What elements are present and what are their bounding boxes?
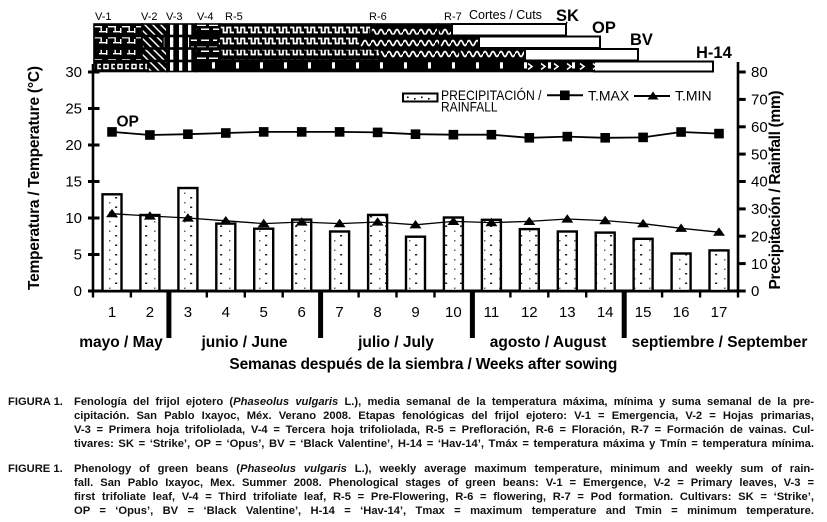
- svg-text:5: 5: [74, 247, 82, 264]
- svg-text:R-5: R-5: [225, 11, 243, 23]
- svg-text:5: 5: [260, 304, 268, 321]
- svg-text:30: 30: [65, 64, 82, 81]
- svg-text:BV: BV: [630, 31, 653, 49]
- svg-text:25: 25: [65, 101, 82, 118]
- svg-text:12: 12: [521, 304, 538, 321]
- svg-text:9: 9: [411, 304, 419, 321]
- svg-text:PRECIPITACIÓN /: PRECIPITACIÓN /: [441, 87, 542, 103]
- svg-text:60: 60: [751, 119, 768, 136]
- svg-text:80: 80: [751, 64, 768, 81]
- svg-text:7: 7: [335, 304, 343, 321]
- svg-text:mayo / May: mayo / May: [79, 334, 163, 351]
- svg-text:T.MAX: T.MAX: [588, 88, 630, 104]
- svg-text:6: 6: [298, 304, 306, 321]
- svg-text:20: 20: [751, 228, 768, 245]
- svg-text:septiembre / September: septiembre / September: [632, 334, 808, 351]
- svg-text:14: 14: [597, 304, 614, 321]
- svg-text:V-3: V-3: [166, 11, 183, 23]
- svg-text:4: 4: [222, 304, 230, 321]
- svg-text:Semanas después de la siembra: Semanas después de la siembra / Weeks af…: [229, 356, 617, 373]
- svg-text:V-1: V-1: [95, 11, 112, 23]
- svg-text:agosto / August: agosto / August: [490, 334, 607, 351]
- svg-text:RAINFALL: RAINFALL: [441, 99, 498, 115]
- svg-text:0: 0: [751, 283, 759, 300]
- svg-text:15: 15: [635, 304, 652, 321]
- svg-text:13: 13: [559, 304, 576, 321]
- svg-text:SK: SK: [556, 7, 579, 25]
- svg-text:2: 2: [146, 304, 154, 321]
- svg-text:40: 40: [751, 174, 768, 191]
- svg-text:Cortes / Cuts: Cortes / Cuts: [469, 8, 542, 22]
- svg-text:10: 10: [65, 210, 82, 227]
- svg-text:1: 1: [108, 304, 116, 321]
- svg-text:10: 10: [751, 256, 768, 273]
- svg-text:30: 30: [751, 201, 768, 218]
- svg-text:16: 16: [673, 304, 690, 321]
- svg-text:Precipitación / Rainfall (mm): Precipitación / Rainfall (mm): [767, 91, 784, 290]
- svg-text:V-2: V-2: [141, 11, 158, 23]
- svg-text:junio / June: junio / June: [200, 334, 287, 351]
- svg-text:V-4: V-4: [197, 11, 214, 23]
- svg-text:Temperatura / Temperature (°C): Temperatura / Temperature (°C): [26, 66, 43, 290]
- svg-text:julio / July: julio / July: [357, 334, 434, 351]
- svg-text:11: 11: [484, 304, 500, 321]
- svg-text:T.MIN: T.MIN: [675, 88, 712, 104]
- svg-text:0: 0: [74, 283, 82, 300]
- svg-text:20: 20: [65, 137, 82, 154]
- svg-text:8: 8: [373, 304, 381, 321]
- svg-text:3: 3: [184, 304, 192, 321]
- svg-text:OP: OP: [117, 114, 139, 131]
- svg-text:R-7: R-7: [444, 11, 462, 23]
- svg-text:R-6: R-6: [369, 11, 387, 23]
- svg-text:17: 17: [711, 304, 728, 321]
- svg-text:50: 50: [751, 146, 768, 163]
- svg-text:H-14: H-14: [696, 44, 733, 62]
- svg-text:15: 15: [65, 174, 82, 191]
- svg-text:OP: OP: [592, 19, 616, 37]
- svg-text:70: 70: [751, 92, 768, 109]
- svg-text:10: 10: [445, 304, 462, 321]
